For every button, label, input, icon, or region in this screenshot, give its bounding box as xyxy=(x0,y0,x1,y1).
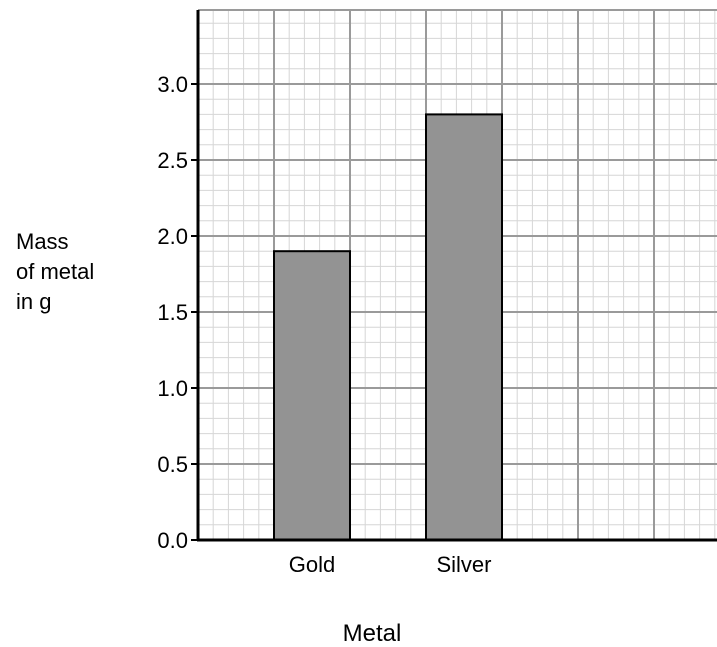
y-axis-title-line-1: Mass xyxy=(16,229,69,254)
y-tick-label: 3.0 xyxy=(157,72,188,97)
x-category-label: Silver xyxy=(436,552,491,577)
x-axis-title: Metal xyxy=(343,620,402,647)
bars xyxy=(273,113,503,542)
y-tick-labels: 0.0 0.5 1.0 1.5 2.0 2.5 3.0 xyxy=(157,72,198,553)
y-tick-label: 1.5 xyxy=(157,300,188,325)
x-category-labels: Gold Silver xyxy=(289,552,492,577)
y-axis-title-line-3: in g xyxy=(16,289,51,314)
bar-gold xyxy=(273,250,351,541)
x-category-label: Gold xyxy=(289,552,335,577)
y-tick-label: 2.0 xyxy=(157,224,188,249)
y-tick-label: 0.5 xyxy=(157,452,188,477)
y-tick-label: 2.5 xyxy=(157,148,188,173)
axes xyxy=(196,10,717,542)
bar-silver xyxy=(425,113,503,542)
y-tick-label: 1.0 xyxy=(157,376,188,401)
y-axis-title-line-2: of metal xyxy=(16,259,94,284)
y-tick-label: 0.0 xyxy=(157,528,188,553)
